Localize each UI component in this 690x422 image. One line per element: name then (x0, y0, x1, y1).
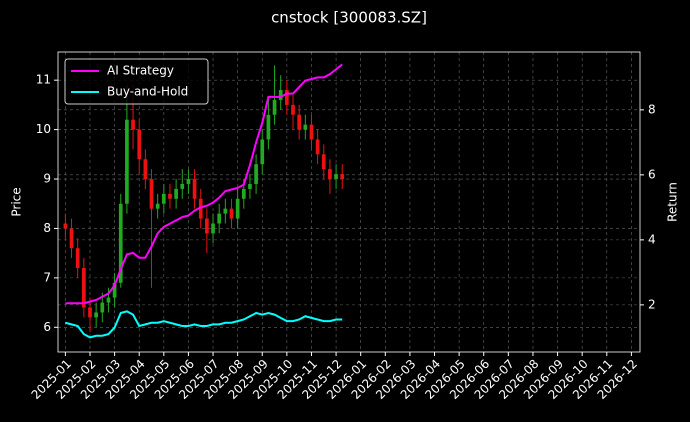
candle-body (260, 139, 265, 165)
y-tick-label: 9 (43, 172, 51, 186)
candle-body (205, 218, 209, 234)
candle-body (266, 114, 271, 140)
candle-body (192, 179, 197, 199)
y2-axis-label: Return (666, 182, 680, 222)
candle-body (241, 188, 246, 199)
y-tick-label: 6 (43, 320, 51, 334)
candle-body (248, 183, 252, 189)
candle-body (125, 119, 129, 204)
candle-body (112, 282, 117, 298)
candle-body (106, 297, 111, 303)
candle-body (143, 159, 148, 180)
candle-body (303, 124, 308, 130)
candle-body (118, 203, 123, 283)
candle-body (340, 174, 345, 180)
candle-body (131, 119, 135, 130)
candle-body (321, 154, 326, 170)
y2-tick-label: 4 (648, 232, 656, 246)
legend-label: AI Strategy (107, 64, 174, 78)
legend-label: Buy-and-Hold (107, 85, 188, 99)
y2-tick-label: 8 (648, 102, 656, 116)
candle-body (235, 198, 240, 219)
candle-body (63, 223, 68, 229)
candle-body (75, 248, 80, 268)
y-tick-label: 10 (36, 122, 51, 136)
candle-body (149, 179, 154, 209)
candle-body (100, 302, 105, 313)
plot-frame (57, 51, 641, 353)
candle-body (217, 213, 222, 224)
candle-body (254, 164, 258, 184)
candle-body (285, 90, 289, 105)
candle-body (223, 208, 228, 214)
candle-body (297, 114, 302, 130)
candle-body (198, 198, 203, 219)
candle-body (278, 90, 283, 100)
chart-title: cnstock [300083.SZ] (271, 9, 427, 27)
y-axis-label: Price (10, 187, 24, 216)
candle-body (81, 267, 86, 308)
candle-body (168, 193, 172, 199)
candle-body (137, 129, 142, 160)
candle-body (180, 183, 185, 189)
y2-tick-label: 6 (648, 167, 656, 181)
candle-body (211, 223, 215, 234)
candle-body (94, 312, 98, 318)
y-tick-label: 11 (36, 73, 51, 87)
candle-body (328, 169, 332, 180)
series-line (65, 310, 343, 339)
candle-body (186, 179, 191, 184)
candle-body (334, 174, 338, 180)
y-tick-label: 7 (43, 270, 51, 284)
candle-body (88, 307, 92, 318)
candle-body (229, 208, 234, 219)
candle-body (291, 104, 295, 115)
y2-tick-label: 2 (648, 297, 656, 311)
legend-box (64, 58, 209, 105)
candle-body (69, 228, 74, 249)
candle-body (174, 188, 178, 199)
candle-body (155, 203, 160, 209)
candle-body (315, 139, 320, 155)
series-line (65, 63, 343, 305)
y-tick-label: 8 (43, 221, 51, 235)
candle-body (309, 124, 314, 140)
candle-body (161, 193, 166, 204)
candle-body (272, 99, 277, 115)
